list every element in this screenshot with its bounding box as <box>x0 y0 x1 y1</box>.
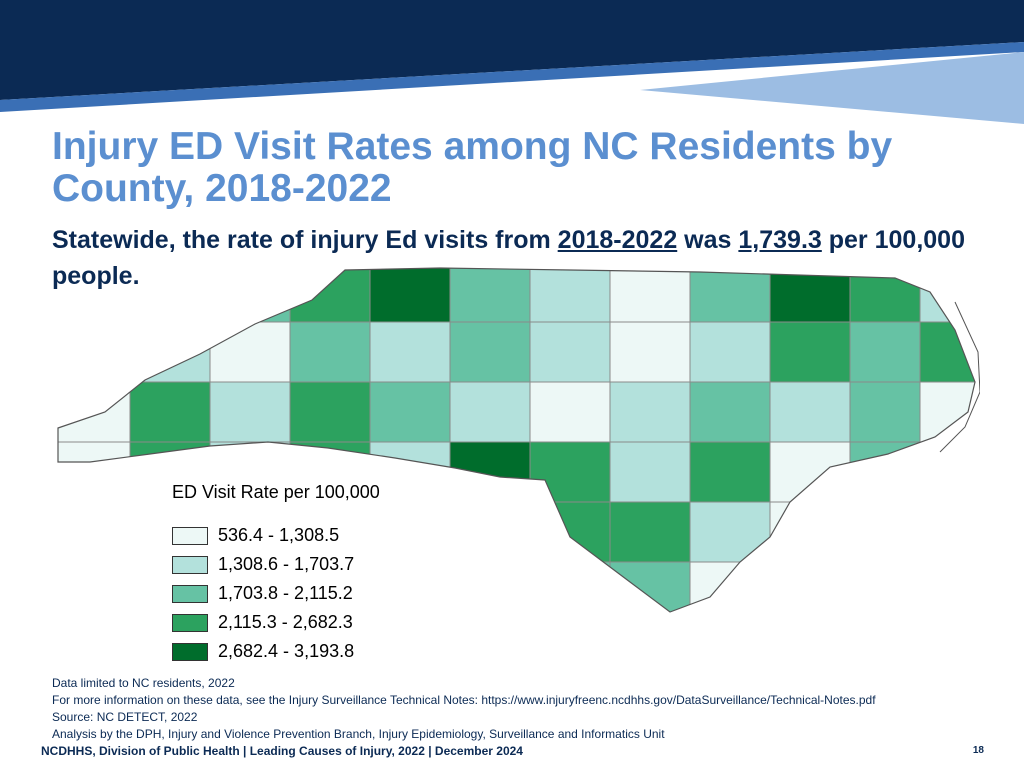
note-line: Analysis by the DPH, Injury and Violence… <box>52 727 665 741</box>
page-number: 18 <box>972 745 984 756</box>
county <box>529 268 611 323</box>
county <box>919 441 975 503</box>
legend-swatch <box>172 555 208 574</box>
county <box>289 321 371 383</box>
legend-label: 536.4 - 1,308.5 <box>218 525 340 545</box>
legend-swatch <box>172 526 208 545</box>
legend-label: 2,115.3 - 2,682.3 <box>218 612 353 632</box>
statewide-rate-statement: Statewide, the rate of injury Ed visits … <box>52 222 992 294</box>
county <box>449 321 531 383</box>
statement-middle: was <box>677 226 739 254</box>
footer-text: NCDHHS, Division of Public Health | Lead… <box>41 744 523 758</box>
county <box>769 268 851 323</box>
legend-item: 2,682.4 - 3,193.8 <box>172 637 432 666</box>
county <box>58 441 131 503</box>
county <box>369 381 451 443</box>
county <box>849 381 921 443</box>
county <box>689 381 771 443</box>
county <box>129 268 211 323</box>
county <box>689 561 771 612</box>
county <box>529 321 611 383</box>
county <box>529 501 611 563</box>
county <box>609 501 691 563</box>
county <box>529 561 611 612</box>
county <box>849 268 921 323</box>
county <box>609 268 691 323</box>
county <box>289 268 371 323</box>
statement-prefix: Statewide, the rate of injury Ed visits … <box>52 226 558 254</box>
county <box>58 321 131 383</box>
county <box>769 381 851 443</box>
nc-county-map <box>57 267 980 613</box>
county <box>58 268 131 323</box>
legend-label: 1,703.8 - 2,115.2 <box>218 583 353 603</box>
note-line: For more information on these data, see … <box>52 693 876 707</box>
county <box>769 321 851 383</box>
county <box>449 268 531 323</box>
state-outline <box>57 267 976 613</box>
county <box>449 381 531 443</box>
legend-swatch <box>172 613 208 632</box>
county <box>689 501 771 563</box>
legend-item: 2,115.3 - 2,682.3 <box>172 608 432 637</box>
county <box>769 441 851 503</box>
legend-swatch <box>172 642 208 661</box>
banner-dark-band <box>0 0 1024 100</box>
county <box>129 381 211 443</box>
legend-item: 536.4 - 1,308.5 <box>172 521 432 550</box>
banner-light-stripe <box>640 52 1024 124</box>
county <box>689 321 771 383</box>
legend-item: 1,308.6 - 1,703.7 <box>172 550 432 579</box>
data-notes: Data limited to NC residents, 2022 For m… <box>52 675 992 743</box>
county <box>849 321 921 383</box>
county <box>689 268 771 323</box>
note-line: Data limited to NC residents, 2022 <box>52 676 235 690</box>
county <box>209 321 291 383</box>
legend-item: 1,703.8 - 2,115.2 <box>172 579 432 608</box>
legend-label: 2,682.4 - 3,193.8 <box>218 641 355 661</box>
header-banner <box>0 0 1024 124</box>
county <box>609 381 691 443</box>
legend-title: ED Visit Rate per 100,000 <box>172 482 380 502</box>
county <box>529 381 611 443</box>
banner-mid-stripe <box>0 42 1024 112</box>
county <box>449 441 531 503</box>
county <box>289 381 371 443</box>
county <box>369 321 451 383</box>
county <box>209 268 291 323</box>
county <box>609 561 691 612</box>
map-legend: ED Visit Rate per 100,000 536.4 - 1,308.… <box>172 482 432 666</box>
county <box>129 321 211 383</box>
county <box>849 441 921 503</box>
county <box>529 441 611 503</box>
outer-banks-line <box>939 301 980 453</box>
statement-suffix: per 100,000 people. <box>52 226 965 290</box>
statement-rate: 1,739.3 <box>738 226 822 254</box>
legend-swatch <box>172 584 208 603</box>
page-title: Injury ED Visit Rates among NC Residents… <box>52 125 893 210</box>
statement-period: 2018-2022 <box>557 226 678 254</box>
county <box>209 381 291 443</box>
county <box>58 381 131 443</box>
legend-label: 1,308.6 - 1,703.7 <box>218 554 355 574</box>
county <box>369 268 451 323</box>
note-line: Source: NC DETECT, 2022 <box>52 710 198 724</box>
legend-items: 536.4 - 1,308.5 1,308.6 - 1,703.7 1,703.8 … <box>172 521 432 666</box>
county <box>609 321 691 383</box>
county <box>689 441 771 503</box>
county <box>609 441 691 503</box>
county <box>769 501 851 563</box>
